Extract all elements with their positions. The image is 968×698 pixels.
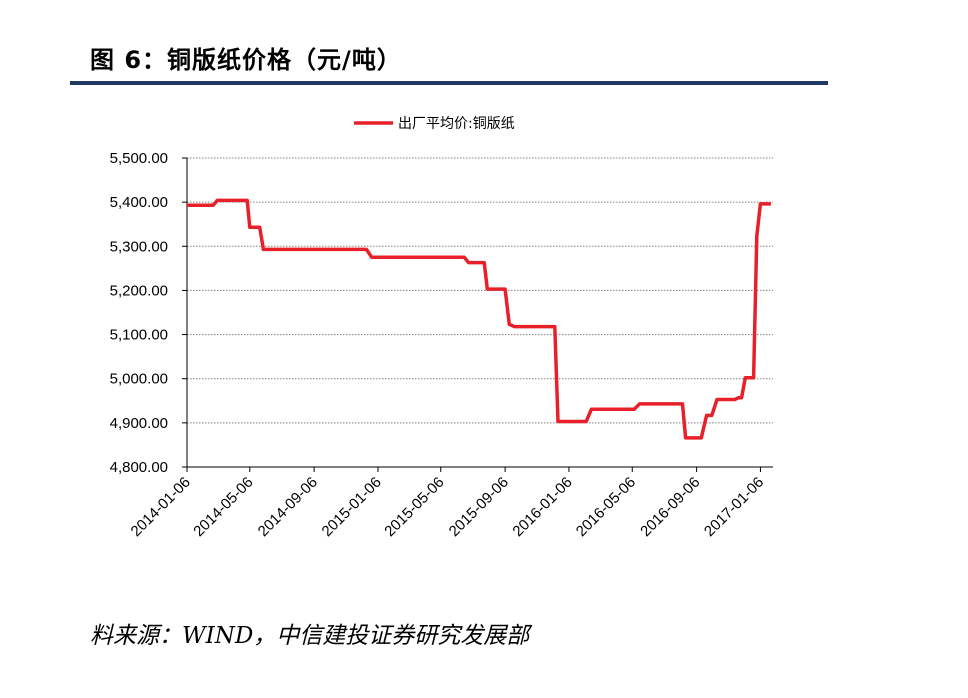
x-tick-label: 2014-01-06 xyxy=(128,474,194,540)
x-tick-label: 2014-05-06 xyxy=(190,474,256,540)
grid-lines xyxy=(187,157,773,424)
y-tick-label: 4,900.00 xyxy=(110,415,168,432)
x-tick-label: 2017-01-06 xyxy=(701,474,767,540)
x-tick-label: 2016-05-06 xyxy=(573,474,639,540)
legend: 出厂平均价:铜版纸 xyxy=(354,116,515,132)
x-tick-label: 2015-05-06 xyxy=(381,474,447,540)
legend-label: 出厂平均价:铜版纸 xyxy=(398,116,515,132)
x-tick-label: 2015-01-06 xyxy=(319,474,385,540)
y-tick-label: 5,300.00 xyxy=(110,238,168,255)
x-tick-label: 2016-01-06 xyxy=(509,474,575,540)
figure-title: 图 6：铜版纸价格（元/吨） xyxy=(90,46,402,74)
y-tick-label: 5,500.00 xyxy=(110,150,168,167)
title-rule xyxy=(70,81,828,85)
series-layer xyxy=(187,198,771,440)
source-note: 料来源：WIND，中信建投证券研究发展部 xyxy=(90,623,530,649)
x-tick-label: 2014-09-06 xyxy=(255,474,321,540)
x-axis-ticks: 2014-01-062014-05-062014-09-062015-01-06… xyxy=(128,474,768,540)
y-axis-ticks: 5,500.00 5,400.00 5,300.00 5,200.00 5,100.00… xyxy=(110,150,168,476)
y-tick-label: 5,100.00 xyxy=(110,327,168,344)
y-tick-label: 5,000.00 xyxy=(110,371,168,388)
axes xyxy=(182,157,773,472)
y-tick-label: 5,400.00 xyxy=(110,194,168,211)
y-tick-label: 4,800.00 xyxy=(110,459,168,476)
x-tick-label: 2015-09-06 xyxy=(446,474,512,540)
series-line xyxy=(187,198,771,440)
x-tick-label: 2016-09-06 xyxy=(637,474,703,540)
y-tick-label: 5,200.00 xyxy=(110,282,168,299)
